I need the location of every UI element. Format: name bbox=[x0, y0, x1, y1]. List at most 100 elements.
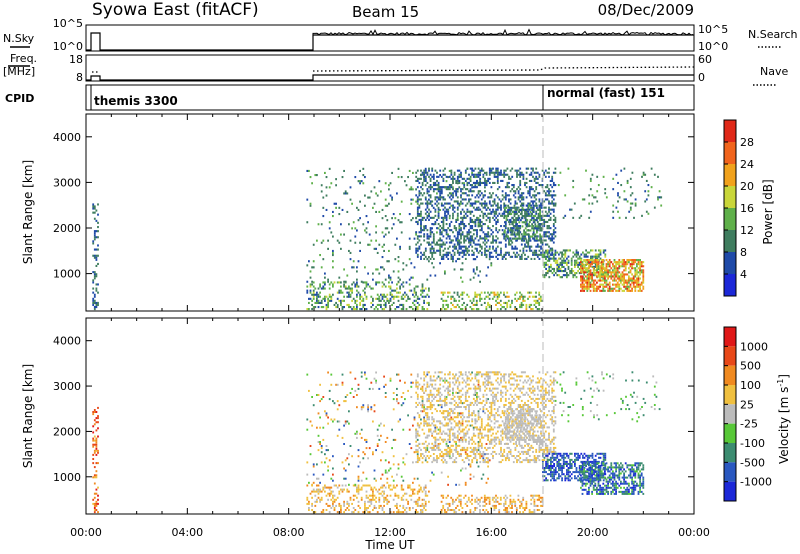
heatmap-cell bbox=[460, 401, 462, 404]
heatmap-cell bbox=[93, 234, 96, 237]
heatmap-cell bbox=[559, 261, 562, 264]
heatmap-cell bbox=[348, 422, 350, 425]
heatmap-cell bbox=[92, 411, 95, 413]
heatmap-cell bbox=[445, 396, 448, 398]
heatmap-cell bbox=[534, 233, 537, 236]
heatmap-cell bbox=[383, 235, 385, 238]
heatmap-cell bbox=[423, 225, 425, 228]
heatmap-cell bbox=[578, 263, 581, 266]
heatmap-cell bbox=[594, 257, 597, 260]
heatmap-cell bbox=[309, 204, 312, 207]
heatmap-cell bbox=[605, 275, 608, 278]
heatmap-cell bbox=[626, 179, 629, 182]
heatmap-cell bbox=[431, 393, 434, 396]
heatmap-cell bbox=[434, 198, 437, 201]
heatmap-cell bbox=[536, 235, 538, 238]
heatmap-cell bbox=[412, 488, 414, 491]
heatmap-cell bbox=[570, 261, 573, 264]
heatmap-cell bbox=[474, 186, 477, 189]
heatmap-cell bbox=[528, 291, 531, 294]
heatmap-cell bbox=[546, 270, 549, 273]
heatmap-cell bbox=[554, 261, 557, 264]
heatmap-cell bbox=[515, 208, 517, 211]
heatmap-cell bbox=[306, 289, 309, 292]
heatmap-cell bbox=[514, 202, 517, 205]
heatmap-cell bbox=[517, 206, 520, 209]
heatmap-cell bbox=[338, 484, 341, 487]
heatmap-cell bbox=[550, 253, 552, 256]
heatmap-cell bbox=[423, 446, 426, 449]
heatmap-cell bbox=[444, 399, 446, 402]
heatmap-cell bbox=[636, 283, 638, 286]
heatmap-cell bbox=[432, 177, 435, 180]
heatmap-cell bbox=[402, 504, 405, 507]
heatmap-cell bbox=[479, 225, 482, 228]
heatmap-cell bbox=[445, 253, 448, 256]
heatmap-cell bbox=[332, 420, 334, 423]
heatmap-cell bbox=[97, 435, 99, 438]
heatmap-cell bbox=[468, 442, 470, 445]
heatmap-cell bbox=[456, 239, 459, 242]
heatmap-cell bbox=[525, 239, 528, 242]
heatmap-cell bbox=[434, 220, 437, 223]
heatmap-cell bbox=[437, 249, 440, 252]
heatmap-cell bbox=[458, 299, 461, 302]
heatmap-cell bbox=[373, 404, 376, 407]
heatmap-cell bbox=[523, 221, 525, 224]
heatmap-cell bbox=[538, 184, 541, 187]
heatmap-cell bbox=[520, 194, 523, 197]
heatmap-cell bbox=[458, 204, 461, 207]
heatmap-cell bbox=[493, 198, 496, 201]
heatmap-cell bbox=[480, 227, 483, 230]
heatmap-cell bbox=[597, 275, 600, 278]
heatmap-cell bbox=[408, 443, 411, 445]
heatmap-cell bbox=[588, 277, 590, 280]
heatmap-cell bbox=[514, 255, 517, 258]
heatmap-cell bbox=[452, 434, 454, 437]
heatmap-cell bbox=[386, 436, 389, 439]
heatmap-cell bbox=[559, 270, 562, 273]
heatmap-cell bbox=[588, 263, 591, 266]
heatmap-cell bbox=[450, 397, 453, 400]
heatmap-cell bbox=[613, 277, 616, 280]
heatmap-cell bbox=[543, 214, 546, 217]
heatmap-cell bbox=[400, 295, 403, 298]
heatmap-cell bbox=[621, 259, 624, 262]
heatmap-cell bbox=[412, 490, 414, 493]
heatmap-cell bbox=[524, 208, 527, 211]
heatmap-cell bbox=[548, 251, 551, 254]
heatmap-cell bbox=[642, 275, 645, 278]
heatmap-cell bbox=[642, 287, 645, 290]
heatmap-cell bbox=[629, 279, 632, 282]
heatmap-cell bbox=[522, 299, 525, 302]
heatmap-cell bbox=[506, 291, 509, 294]
heatmap-cell bbox=[330, 182, 333, 185]
heatmap-cell bbox=[636, 259, 638, 262]
heatmap-cell bbox=[516, 247, 518, 250]
heatmap-cell bbox=[92, 242, 95, 245]
heatmap-cell bbox=[548, 249, 550, 252]
heatmap-cell bbox=[367, 243, 369, 246]
heatmap-cell bbox=[92, 271, 95, 274]
heatmap-cell bbox=[440, 371, 443, 374]
heatmap-cell bbox=[508, 177, 510, 180]
heatmap-cell bbox=[511, 245, 514, 248]
heatmap-cell bbox=[461, 198, 464, 201]
heatmap-cell bbox=[308, 481, 310, 484]
heatmap-cell bbox=[520, 301, 523, 304]
heatmap-cell bbox=[629, 283, 632, 286]
heatmap-cell bbox=[364, 371, 366, 374]
heatmap-cell bbox=[455, 373, 458, 376]
heatmap-cell bbox=[538, 297, 541, 300]
heatmap-cell bbox=[460, 389, 462, 392]
heatmap-cell bbox=[431, 385, 434, 388]
heatmap-cell bbox=[503, 196, 506, 199]
heatmap-cell bbox=[613, 271, 616, 274]
heatmap-cell bbox=[589, 263, 592, 266]
heatmap-cell bbox=[554, 235, 557, 238]
heatmap-cell bbox=[552, 214, 555, 217]
heatmap-cell bbox=[415, 291, 417, 294]
heatmap-cell bbox=[364, 291, 366, 294]
heatmap-cell bbox=[455, 441, 457, 443]
heatmap-cell bbox=[602, 267, 605, 270]
